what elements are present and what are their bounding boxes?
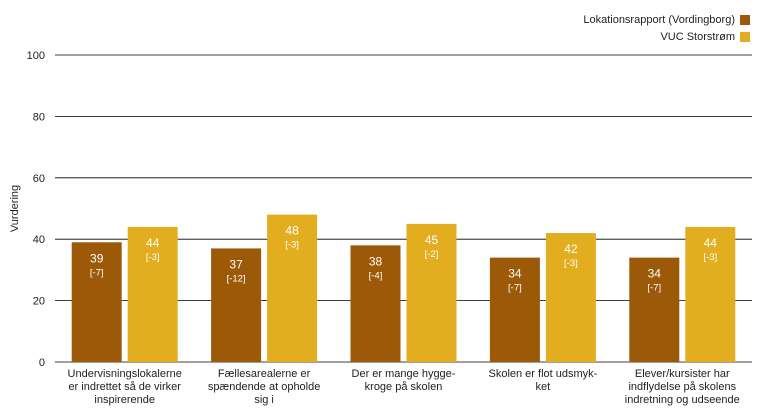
y-tick-label: 40 [33, 234, 45, 246]
x-tick-label: sig i [254, 394, 274, 406]
data-label: 42 [564, 242, 578, 256]
delta-label: [-4] [369, 270, 383, 281]
delta-label: [-7] [508, 283, 522, 294]
x-tick-label: Undervisningslokalerne [68, 368, 182, 380]
data-label: 44 [704, 236, 718, 250]
y-tick-label: 60 [33, 173, 45, 185]
data-label: 34 [508, 267, 522, 281]
legend: Lokationsrapport (Vordingborg) VUC Stors… [583, 11, 750, 45]
y-axis-label: Vurdering [9, 185, 21, 232]
y-tick-label: 80 [33, 111, 45, 123]
data-label: 44 [146, 236, 160, 250]
bar [71, 242, 122, 362]
x-tick-label: Der er mange hygge- [352, 368, 456, 380]
bar [406, 223, 457, 362]
x-tick-label: inspirerende [94, 394, 155, 406]
y-tick-label: 100 [27, 50, 45, 62]
y-tick-label: 0 [39, 357, 45, 369]
data-label: 34 [648, 267, 662, 281]
x-tick-label: Fællesarealerne er [218, 368, 311, 380]
bar [350, 245, 401, 362]
bar [211, 248, 262, 362]
x-tick-label: Skolen er flot udsmyk- [488, 368, 597, 380]
legend-swatch [740, 31, 750, 42]
data-label: 48 [285, 224, 299, 238]
data-label: 37 [229, 257, 243, 271]
x-tick-label: Elever/kursister har [635, 368, 730, 380]
delta-label: [-3] [146, 252, 160, 263]
data-label: 38 [369, 254, 383, 268]
data-label: 39 [90, 251, 104, 265]
x-tick-label: indflydelse på skolens [628, 381, 736, 393]
delta-label: [-3] [285, 240, 299, 251]
data-label: 45 [425, 233, 439, 247]
bar [629, 257, 680, 362]
delta-label: [-12] [227, 273, 246, 284]
legend-label: Lokationsrapport (Vordingborg) [583, 13, 735, 26]
bar [489, 257, 540, 362]
x-tick-label: ket [536, 381, 551, 393]
x-tick-label: kroge på skolen [365, 381, 443, 393]
bar [267, 214, 318, 362]
legend-item-vuc-storstrom: VUC Storstrøm [583, 28, 750, 45]
delta-label: [-7] [647, 283, 661, 294]
x-tick-label: er indrettet så de virker [68, 381, 181, 393]
delta-label: [-3] [564, 258, 578, 269]
bar [127, 226, 178, 362]
x-tick-label: spændende at opholde [208, 381, 321, 393]
x-tick-label: indretning og udseende [625, 394, 740, 406]
delta-label: [-3] [703, 252, 717, 263]
delta-label: [-7] [90, 267, 104, 278]
delta-label: [-2] [425, 249, 439, 260]
legend-item-vordingborg: Lokationsrapport (Vordingborg) [583, 11, 750, 28]
bar [685, 226, 736, 362]
legend-label: VUC Storstrøm [660, 30, 735, 43]
bar [545, 233, 596, 362]
legend-swatch [740, 14, 750, 25]
y-tick-label: 20 [33, 296, 45, 308]
